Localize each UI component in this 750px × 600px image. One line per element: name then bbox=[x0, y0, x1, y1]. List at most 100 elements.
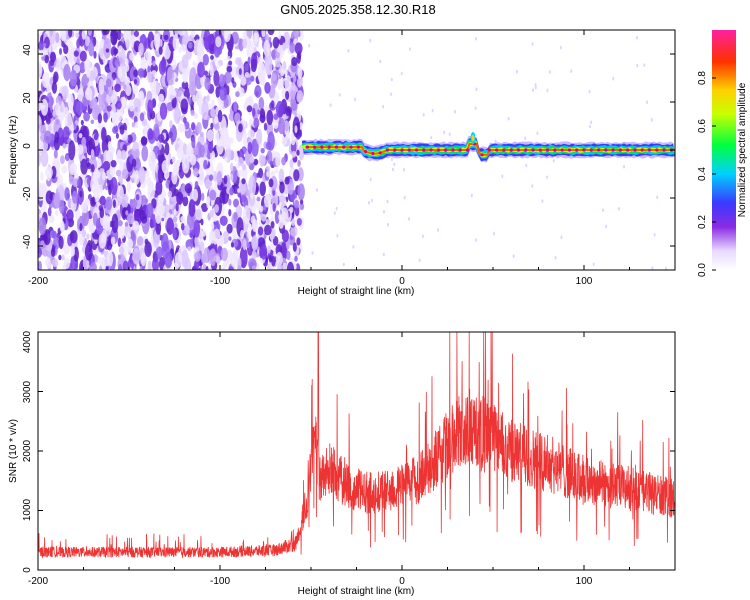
noise-speckle bbox=[274, 92, 280, 103]
noise-speckle bbox=[58, 254, 62, 261]
noise-speckle bbox=[294, 125, 298, 134]
noise-speckle bbox=[138, 166, 146, 184]
noise-speckle bbox=[117, 254, 121, 260]
noise-speckle bbox=[86, 68, 91, 78]
noise-speckle bbox=[107, 140, 112, 150]
noise-speckle bbox=[79, 222, 83, 232]
noise-speckle bbox=[228, 266, 234, 270]
noise-speckle bbox=[299, 199, 304, 205]
noise-speckle bbox=[224, 156, 229, 162]
noise-speckle bbox=[38, 217, 47, 236]
faint-speckle bbox=[474, 106, 477, 110]
noise-speckle bbox=[228, 208, 232, 217]
noise-speckle bbox=[189, 154, 197, 166]
signal-core-dot bbox=[320, 145, 324, 149]
noise-speckle bbox=[291, 150, 297, 158]
signal-core-dot bbox=[400, 148, 404, 152]
noise-speckle bbox=[284, 176, 290, 185]
noise-speckle bbox=[73, 55, 77, 62]
noise-speckle bbox=[116, 149, 123, 165]
noise-speckle bbox=[189, 232, 194, 239]
signal-core-dot bbox=[553, 148, 557, 152]
noise-speckle bbox=[58, 235, 64, 250]
signal-core-dot bbox=[364, 149, 368, 154]
noise-speckle bbox=[204, 77, 211, 91]
noise-speckle bbox=[267, 30, 275, 36]
faint-speckle bbox=[588, 89, 591, 94]
faint-speckle bbox=[605, 224, 608, 229]
noise-speckle bbox=[296, 90, 304, 103]
noise-speckle bbox=[55, 102, 60, 116]
noise-speckle bbox=[101, 126, 107, 142]
signal-core-dot bbox=[582, 148, 586, 152]
signal-core-dot bbox=[465, 148, 470, 152]
noise-speckle bbox=[77, 178, 82, 188]
noise-speckle bbox=[260, 213, 267, 222]
faint-speckle bbox=[430, 135, 433, 140]
noise-speckle bbox=[93, 50, 97, 59]
noise-speckle bbox=[118, 63, 126, 83]
noise-speckle bbox=[67, 93, 74, 111]
noise-speckle bbox=[277, 31, 282, 40]
signal-core-dot bbox=[509, 148, 513, 152]
noise-speckle bbox=[223, 175, 228, 185]
noise-speckle bbox=[194, 180, 199, 190]
noise-speckle bbox=[134, 148, 140, 159]
noise-speckle bbox=[168, 131, 173, 139]
noise-speckle bbox=[251, 265, 256, 270]
noise-speckle bbox=[296, 149, 300, 156]
noise-speckle bbox=[216, 138, 224, 155]
noise-speckle bbox=[39, 212, 43, 219]
noise-speckle bbox=[167, 190, 173, 198]
signal-core-dot bbox=[444, 148, 448, 152]
noise-speckle bbox=[43, 42, 47, 48]
noise-speckle bbox=[140, 56, 147, 71]
noise-speckle bbox=[159, 102, 168, 120]
signal-core-dot bbox=[604, 148, 608, 152]
noise-speckle bbox=[84, 87, 93, 101]
noise-speckle bbox=[202, 54, 210, 66]
noise-speckle bbox=[79, 61, 86, 74]
noise-speckle bbox=[219, 215, 228, 226]
noise-speckle bbox=[87, 30, 93, 36]
noise-speckle bbox=[172, 33, 179, 51]
signal-core-dot bbox=[531, 148, 535, 152]
noise-speckle bbox=[235, 91, 240, 98]
faint-speckle bbox=[367, 200, 370, 205]
snr-marks bbox=[38, 332, 675, 559]
noise-speckle bbox=[260, 244, 268, 260]
signal-core-dot bbox=[560, 148, 564, 152]
top-ytick-label: 40 bbox=[22, 44, 33, 56]
noise-speckle bbox=[52, 258, 59, 268]
noise-speckle bbox=[275, 153, 281, 168]
faint-speckle bbox=[664, 266, 667, 270]
noise-speckle bbox=[38, 240, 41, 245]
noise-speckle bbox=[199, 131, 205, 145]
noise-speckle bbox=[180, 98, 189, 113]
noise-speckle bbox=[272, 202, 276, 212]
noise-speckle bbox=[190, 122, 196, 131]
faint-speckle bbox=[354, 97, 357, 102]
noise-speckle bbox=[190, 87, 195, 97]
noise-speckle bbox=[266, 170, 271, 178]
noise-speckle bbox=[290, 135, 296, 146]
noise-speckle bbox=[73, 50, 79, 57]
faint-speckle bbox=[403, 195, 406, 200]
noise-speckle bbox=[71, 190, 78, 204]
faint-speckle bbox=[382, 104, 385, 109]
noise-speckle bbox=[125, 38, 130, 50]
noise-speckle bbox=[266, 150, 273, 164]
faint-speckle bbox=[475, 87, 478, 92]
faint-speckle bbox=[386, 222, 389, 227]
noise-speckle bbox=[86, 233, 90, 240]
noise-speckle bbox=[284, 75, 292, 91]
noise-speckle bbox=[268, 178, 274, 188]
faint-speckle bbox=[623, 164, 626, 169]
noise-speckle bbox=[241, 178, 246, 185]
faint-speckle bbox=[311, 251, 314, 255]
faint-speckle bbox=[656, 195, 659, 200]
noise-speckle bbox=[147, 71, 152, 83]
bot-ytick-label: 4000 bbox=[22, 330, 33, 353]
noise-speckle bbox=[125, 58, 129, 67]
noise-speckle bbox=[132, 220, 140, 231]
